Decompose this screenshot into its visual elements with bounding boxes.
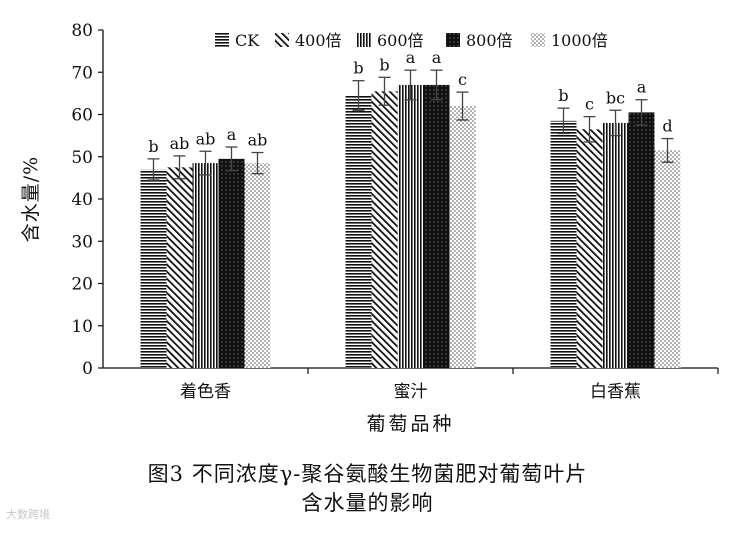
significance-letter: ab <box>170 134 190 153</box>
bar <box>345 95 372 369</box>
y-tick-label: 10 <box>71 317 93 337</box>
significance-letter: b <box>379 55 389 74</box>
significance-letter: a <box>227 125 237 144</box>
legend-label: 400倍 <box>295 31 342 50</box>
significance-letter: ab <box>196 129 216 148</box>
bar <box>140 169 167 368</box>
significance-letter: d <box>662 117 672 136</box>
y-tick-label: 70 <box>71 63 93 83</box>
x-axis-title: 葡萄品种 <box>366 413 454 435</box>
bar <box>576 129 603 368</box>
legend: CK 400倍 600倍 800倍 1000倍 <box>215 31 608 50</box>
bar <box>628 112 655 368</box>
legend-swatch <box>531 33 545 47</box>
significance-letter: ab <box>248 131 268 150</box>
significance-letter: c <box>585 95 594 114</box>
significance-letter: c <box>458 70 467 89</box>
x-tick-label: 蜜汁 <box>394 382 428 402</box>
x-tick-label: 着色香 <box>180 382 231 402</box>
significance-letter: a <box>432 48 442 67</box>
bar <box>449 106 476 369</box>
bar <box>218 158 245 368</box>
legend-label: 800倍 <box>466 31 513 50</box>
bar <box>550 120 577 369</box>
bar <box>244 163 271 368</box>
x-tick-label: 白香蕉 <box>590 382 641 402</box>
bar <box>602 122 629 368</box>
bar <box>166 167 193 368</box>
y-axis-title: 含水量/% <box>20 156 42 242</box>
legend-swatch <box>446 33 460 47</box>
legend-label: 1000倍 <box>551 31 608 50</box>
significance-letter: b <box>558 86 568 105</box>
watermark-text: 大数跨境 <box>6 508 50 521</box>
bar <box>423 84 450 369</box>
legend-swatch <box>215 33 229 47</box>
significance-letter: a <box>637 78 647 97</box>
legend-swatch <box>275 33 289 47</box>
y-tick-label: 80 <box>71 21 93 41</box>
legend-swatch <box>357 33 371 47</box>
y-tick-label: 0 <box>82 359 93 379</box>
significance-letter: b <box>148 137 158 156</box>
y-tick-label: 30 <box>71 232 93 252</box>
significance-letter: bc <box>606 88 625 107</box>
bar <box>371 91 398 368</box>
y-tick-label: 50 <box>71 148 93 168</box>
bar <box>192 163 219 368</box>
legend-label: CK <box>235 31 260 50</box>
bar <box>397 84 424 369</box>
y-tick-label: 20 <box>71 275 93 295</box>
bar <box>654 150 681 368</box>
figure-caption-line-2: 含水量的影响 <box>301 491 434 515</box>
significance-letter: a <box>406 48 416 67</box>
figure-caption-line-1: 图3 不同浓度γ-聚谷氨酸生物菌肥对葡萄叶片 <box>147 462 588 486</box>
y-tick-label: 40 <box>71 190 93 210</box>
legend-label: 600倍 <box>377 31 424 50</box>
y-tick-label: 60 <box>71 106 93 126</box>
significance-letter: b <box>353 59 363 78</box>
